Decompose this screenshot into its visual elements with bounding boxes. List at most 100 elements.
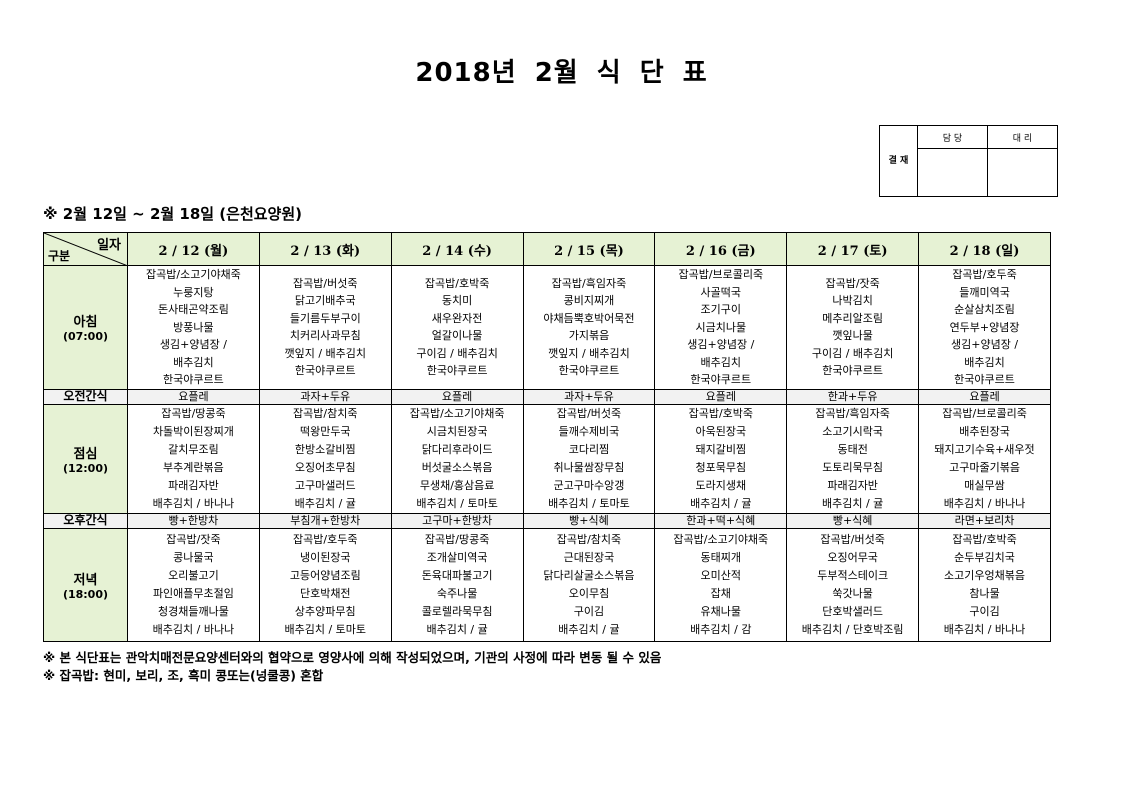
menu-item: 잡곡밥/소고기야채죽	[409, 406, 505, 420]
menu-item: 부추계란볶음	[163, 460, 224, 474]
menu-item: 오이무침	[568, 586, 610, 600]
pm-snack-cell: 라면+보리차	[918, 512, 1051, 529]
menu-item: 단호박샐러드	[822, 604, 883, 618]
date-header: 2 / 13 (화)	[258, 232, 392, 266]
menu-item: 잡곡밥/브로콜리죽	[942, 406, 1027, 420]
corner-header: 일자 구분	[43, 232, 128, 266]
dinner-cell: 잡곡밥/땅콩죽 조개살미역국 돈육대파불고기 숙주나물 콜로렐라묵무침 배추김치 / 귤	[390, 527, 524, 642]
menu-item: 돈사태곤약조림	[158, 303, 229, 316]
menu-item: 무생채/홍삼음료	[419, 478, 495, 492]
menu-item: 파래김자반	[168, 478, 219, 492]
menu-item: 배추된장국	[959, 424, 1010, 438]
menu-item: 시금치나물	[695, 320, 747, 334]
lunch-time: (12:00)	[62, 461, 109, 475]
menu-item: 쑥갓나물	[832, 586, 873, 600]
menu-item: 구이김	[573, 604, 605, 618]
menu-item: 잡곡밥/소고기야채죽	[673, 532, 769, 546]
menu-item: 누룽지탕	[173, 285, 214, 299]
menu-item: 동태찌개	[700, 550, 742, 564]
dinner-cell: 잡곡밥/잣죽 콩나물국 오리불고기 파인애플무초절임 청경채들깨나물 배추김치 / 바나나	[127, 527, 260, 642]
breakfast-cell: 잡곡밥/흑임자죽 콩비지찌개 야채듬뿍호박어묵전 가지볶음 깻잎지 / 배추김치 한국야쿠…	[522, 265, 656, 390]
menu-item: 잡곡밥/잣죽	[825, 276, 880, 290]
approval-col-manager: 담 당	[917, 125, 988, 149]
lunch-cell: 잡곡밥/호박죽 아욱된장국 돼지갈비찜 청포묵무침 도라지생채 배추김치 / 귤	[654, 403, 788, 514]
lunch-cell: 잡곡밥/소고기야채죽 시금치된장국 닭다리후라이드 버섯굴소스볶음 무생채/홍삼음료 배추…	[390, 403, 524, 514]
menu-item: 배추김치	[964, 355, 1005, 369]
menu-item: 오징어초무침	[294, 460, 356, 474]
am-snack-cell: 요플레	[127, 388, 260, 405]
menu-item: 잡곡밥/호박죽	[952, 532, 1017, 546]
am-snack-cell: 과자+두유	[522, 388, 656, 405]
pm-snack-cell: 고구마+한방차	[390, 512, 524, 529]
menu-item: 한국야쿠르트	[954, 373, 1015, 386]
menu-item: 잡곡밥/소고기야채죽	[146, 268, 241, 281]
menu-item: 취나물쌈장무침	[553, 460, 625, 474]
lunch-cell: 잡곡밥/브로콜리죽 배추된장국 돼지고기수육+새우젓 고구마줄기볶음 매실무쌈 배추김치 …	[918, 403, 1051, 514]
menu-item: 파인애플무초절임	[152, 586, 234, 600]
menu-item: 방풍나물	[173, 320, 214, 334]
dinner-label: 저녁	[73, 572, 98, 588]
approval-sign-manager[interactable]	[917, 148, 988, 197]
menu-item: 들기름두부구이	[289, 311, 361, 325]
menu-item: 한국야쿠르트	[690, 373, 752, 386]
approval-box: 결 재 담 당 대 리	[879, 125, 1058, 197]
menu-item: 가지볶음	[568, 329, 610, 343]
menu-item: 두부적스테이크	[817, 568, 889, 582]
pm-snack-cell: 빵+식혜	[522, 512, 656, 529]
menu-item: 잡곡밥/브로콜리죽	[678, 268, 764, 281]
menu-item: 순두부김치국	[954, 550, 1015, 564]
menu-item: 얼갈이나물	[431, 329, 483, 343]
menu-item: 고등어양념조림	[289, 568, 361, 582]
menu-item: 콩비지찌개	[563, 294, 615, 308]
lunch-cell: 잡곡밥/버섯죽 들깨수제비국 코다리찜 취나물쌈장무침 군고구마수앙갱 배추김치 / 토마…	[522, 403, 656, 514]
menu-item: 갈치무조림	[168, 442, 219, 456]
date-header: 2 / 15 (목)	[522, 232, 656, 266]
label-am-snack: 오전간식	[43, 388, 128, 405]
menu-item: 참나물	[969, 586, 1000, 600]
menu-item: 배추김치	[700, 355, 742, 369]
menu-item: 잡곡밥/호두죽	[293, 532, 358, 546]
page-title: 2018년 2월 식 단 표	[415, 58, 708, 88]
menu-item: 연두부+양념장	[949, 320, 1020, 334]
menu-item: 새우완자전	[431, 311, 483, 325]
menu-item: 닭다리살굴소스볶음	[543, 568, 635, 582]
note-grain: ※ 잡곡밥: 현미, 보리, 조, 흑미 콩또는(넝쿨콩) 혼합	[43, 668, 324, 683]
menu-item: 사골떡국	[700, 285, 742, 299]
menu-item: 잡곡밥/흑임자죽	[815, 406, 890, 420]
menu-item: 콩나물국	[173, 550, 214, 564]
am-snack-cell: 요플레	[654, 388, 788, 405]
menu-item: 배추김치 / 단호박조림	[801, 622, 904, 636]
menu-item: 잡곡밥/땅콩죽	[424, 532, 490, 546]
menu-item: 돼지갈비찜	[695, 442, 747, 456]
menu-item: 상추양파무침	[294, 604, 356, 618]
menu-item: 들깨수제비국	[558, 424, 620, 438]
menu-item: 배추김치 / 감	[690, 622, 752, 636]
menu-item: 배추김치 / 토마토	[548, 496, 630, 510]
menu-item: 잡곡밥/버섯죽	[556, 406, 622, 420]
pm-snack-cell: 한과+떡+식혜	[654, 512, 788, 529]
diagonal-line	[44, 233, 128, 266]
menu-item: 돈육대파불고기	[421, 568, 493, 582]
menu-item: 나박김치	[832, 294, 873, 308]
menu-item: 닭다리후라이드	[421, 442, 493, 456]
menu-item: 소고기시락국	[822, 424, 883, 438]
label-pm-snack: 오후간식	[43, 512, 128, 529]
week-subtitle: ※ 2월 12일 ~ 2월 18일 (은천요양원)	[43, 205, 303, 223]
label-dinner: 저녁 (18:00)	[43, 527, 128, 642]
menu-item: 돼지고기수육+새우젓	[934, 442, 1035, 456]
menu-item: 한국야쿠르트	[558, 364, 620, 378]
menu-item: 잡곡밥/땅콩죽	[161, 406, 226, 420]
breakfast-cell: 잡곡밥/호두죽 들깨미역국 순살삼치조림 연두부+양념장 생김+양념장 / 배추김치 한국야…	[918, 265, 1051, 390]
menu-item: 생김+양념장 /	[951, 338, 1019, 351]
approval-sign-deputy[interactable]	[987, 148, 1058, 197]
pm-snack-cell: 부침개+한방차	[258, 512, 392, 529]
menu-item: 조기구이	[700, 303, 742, 316]
breakfast-time: (07:00)	[62, 330, 109, 344]
menu-item: 잡곡밥/호두죽	[952, 268, 1017, 281]
date-header: 2 / 16 (금)	[654, 232, 788, 266]
menu-table: 일자 구분 2 / 12 (월) 2 / 13 (화) 2 / 14 (수) 2 / …	[43, 232, 1051, 642]
menu-item: 청포묵무침	[695, 460, 747, 474]
menu-item: 콜로렐라묵무침	[421, 604, 493, 618]
menu-item: 동치미	[441, 294, 473, 308]
am-snack-cell: 요플레	[918, 388, 1051, 405]
